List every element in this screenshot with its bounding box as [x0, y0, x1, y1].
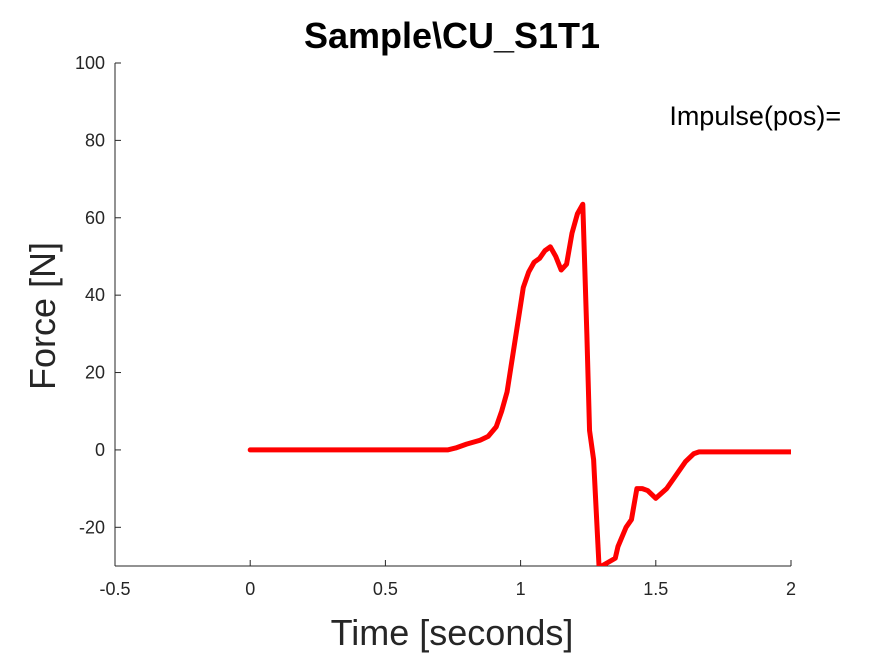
y-tick-label: 60	[85, 208, 105, 228]
impulse-annotation: Impulse(pos)=	[669, 101, 841, 131]
x-tick-label: 1	[516, 579, 526, 599]
x-axis-label: Time [seconds]	[331, 612, 574, 653]
y-tick-label: 40	[85, 285, 105, 305]
x-tick-label: 0.5	[373, 579, 398, 599]
x-tick-label: 0	[245, 579, 255, 599]
y-tick-label: 20	[85, 363, 105, 383]
x-tick-label: 2	[786, 579, 796, 599]
y-tick-label: 80	[85, 130, 105, 150]
y-tick-label: 0	[95, 440, 105, 460]
chart-title: Sample\CU_S1T1	[304, 15, 600, 56]
y-axis-label: Force [N]	[22, 242, 63, 390]
y-tick-label: 100	[75, 53, 105, 73]
x-tick-label: -0.5	[99, 579, 130, 599]
force-series-line	[247, 201, 791, 566]
y-tick-label: -20	[79, 517, 105, 537]
x-tick-label: 1.5	[643, 579, 668, 599]
